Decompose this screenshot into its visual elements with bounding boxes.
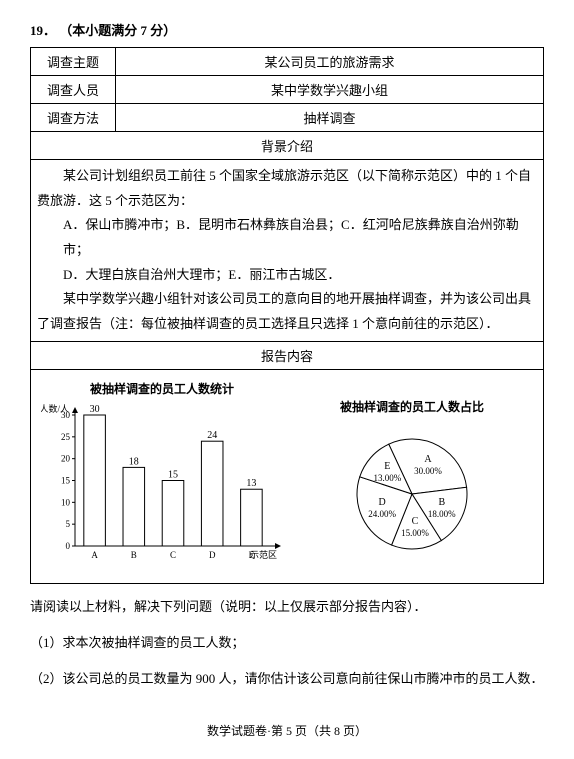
bg-opts2: D．大理白族自治州大理市；E．丽江市古城区． (37, 263, 537, 288)
svg-text:13: 13 (246, 478, 256, 489)
question-2: （2）该公司总的员工数量为 900 人，请你估计该公司意向前往保山市腾冲市的员工… (30, 666, 544, 692)
svg-text:24: 24 (207, 430, 217, 441)
row3-value: 抽样调查 (116, 104, 544, 132)
table-row: 报告内容 (31, 341, 544, 369)
table-row: 调查方法 抽样调查 (31, 104, 544, 132)
svg-text:C: C (170, 550, 176, 560)
svg-text:15: 15 (61, 475, 71, 485)
svg-text:E: E (384, 461, 390, 472)
pie-chart-container: 被抽样调查的员工人数占比 A30.00% B18.00% C15.00% D24.00… (291, 380, 533, 573)
svg-text:25: 25 (61, 432, 71, 442)
row3-label: 调查方法 (31, 104, 116, 132)
svg-text:20: 20 (61, 453, 71, 463)
row1-value: 某公司员工的旅游需求 (116, 48, 544, 76)
bar-chart-title: 被抽样调查的员工人数统计 (41, 380, 283, 397)
pie-chart: A30.00% B18.00% C15.00% D24.00% E13.00% (312, 419, 512, 569)
svg-text:0: 0 (66, 541, 71, 551)
table-row: 背景介绍 (31, 132, 544, 160)
row1-label: 调查主题 (31, 48, 116, 76)
survey-table: 调查主题 某公司员工的旅游需求 调查人员 某中学数学兴趣小组 调查方法 抽样调查… (30, 47, 544, 584)
bg-content: 某公司计划组织员工前往 5 个国家全域旅游示范区（以下简称示范区）中的 1 个自… (31, 160, 544, 342)
svg-text:A: A (424, 454, 432, 465)
svg-text:10: 10 (61, 497, 71, 507)
question-number: 19． (30, 23, 56, 38)
bg-p1: 某公司计划组织员工前往 5 个国家全域旅游示范区（以下简称示范区）中的 1 个自… (37, 164, 537, 213)
svg-text:D: D (209, 550, 216, 560)
svg-text:24.00%: 24.00% (368, 509, 396, 519)
table-row: 调查人员 某中学数学兴趣小组 (31, 76, 544, 104)
svg-text:人数/人: 人数/人 (41, 403, 69, 414)
pie-chart-title: 被抽样调查的员工人数占比 (291, 398, 533, 415)
row2-value: 某中学数学兴趣小组 (116, 76, 544, 104)
table-row: 被抽样调查的员工人数统计 051015202530人数/人30A18B15C24… (31, 369, 544, 583)
question-header: 19． （本小题满分 7 分） (30, 20, 544, 39)
svg-text:C: C (412, 516, 419, 527)
row2-label: 调查人员 (31, 76, 116, 104)
bar-chart-container: 被抽样调查的员工人数统计 051015202530人数/人30A18B15C24… (41, 380, 283, 570)
table-row: 调查主题 某公司员工的旅游需求 (31, 48, 544, 76)
svg-text:30.00%: 30.00% (414, 466, 442, 476)
bg-opts1: A．保山市腾冲市；B．昆明市石林彝族自治县；C．红河哈尼族彝族自治州弥勒市； (37, 213, 537, 262)
charts-cell: 被抽样调查的员工人数统计 051015202530人数/人30A18B15C24… (31, 369, 544, 583)
svg-text:B: B (131, 550, 137, 560)
svg-text:A: A (91, 550, 98, 560)
chart-wrap: 被抽样调查的员工人数统计 051015202530人数/人30A18B15C24… (37, 374, 537, 579)
instructions: 请阅读以上材料，解决下列问题（说明：以上仅展示部分报告内容）． (30, 594, 544, 620)
svg-text:示范区: 示范区 (250, 549, 277, 560)
bg-header: 背景介绍 (31, 132, 544, 160)
report-header: 报告内容 (31, 341, 544, 369)
svg-text:30: 30 (90, 404, 100, 415)
svg-text:5: 5 (66, 519, 71, 529)
svg-text:B: B (438, 497, 445, 508)
bar-chart: 051015202530人数/人30A18B15C24D13E示范区 (41, 401, 281, 566)
svg-text:D: D (378, 497, 385, 508)
question-1: （1）求本次被抽样调查的员工人数； (30, 630, 544, 656)
page-footer: 数学试题卷·第 5 页（共 8 页） (30, 722, 544, 739)
svg-text:18.00%: 18.00% (428, 509, 456, 519)
bg-p2: 某中学数学兴趣小组针对该公司员工的意向目的地开展抽样调查，并为该公司出具了调查报… (37, 287, 537, 336)
table-row: 某公司计划组织员工前往 5 个国家全域旅游示范区（以下简称示范区）中的 1 个自… (31, 160, 544, 342)
question-score: （本小题满分 7 分） (59, 23, 176, 38)
svg-text:15: 15 (168, 469, 178, 480)
svg-text:13.00%: 13.00% (373, 473, 401, 483)
svg-text:18: 18 (129, 456, 139, 467)
svg-text:15.00%: 15.00% (401, 528, 429, 538)
